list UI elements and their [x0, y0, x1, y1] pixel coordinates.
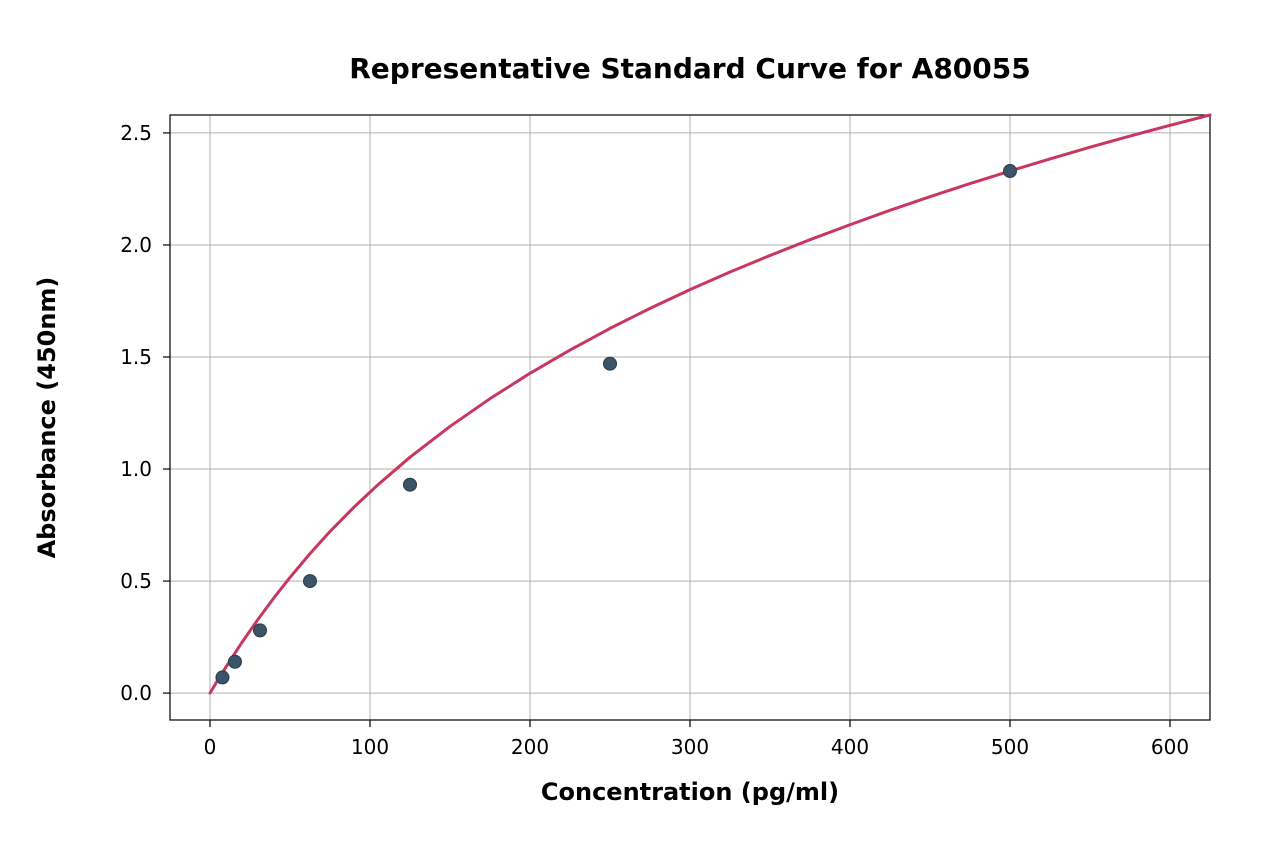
- data-point: [1004, 165, 1017, 178]
- x-tick-label: 100: [351, 735, 389, 759]
- y-tick-label: 0.5: [120, 569, 152, 593]
- y-tick-label: 1.5: [120, 345, 152, 369]
- x-tick-label: 0: [204, 735, 217, 759]
- x-tick-label: 600: [1151, 735, 1189, 759]
- x-axis-label: Concentration (pg/ml): [541, 778, 839, 806]
- data-point: [216, 671, 229, 684]
- standard-curve-chart: 0 100 200 300 400 500 600 0.0 0.5 1.0 1.5 2.0 2.5 Rep…: [0, 0, 1280, 845]
- x-tick-label: 200: [511, 735, 549, 759]
- data-point: [228, 655, 241, 668]
- x-tick-label: 500: [991, 735, 1029, 759]
- y-tick-label: 0.0: [120, 681, 152, 705]
- y-tick-label: 2.0: [120, 233, 152, 257]
- y-axis-label: Absorbance (450nm): [33, 277, 61, 559]
- data-point: [254, 624, 267, 637]
- data-point: [404, 478, 417, 491]
- x-tick-label: 400: [831, 735, 869, 759]
- chart-title: Representative Standard Curve for A80055: [349, 52, 1031, 85]
- y-tick-label: 1.0: [120, 457, 152, 481]
- data-point: [304, 575, 317, 588]
- y-tick-label: 2.5: [120, 121, 152, 145]
- x-tick-label: 300: [671, 735, 709, 759]
- data-point: [604, 357, 617, 370]
